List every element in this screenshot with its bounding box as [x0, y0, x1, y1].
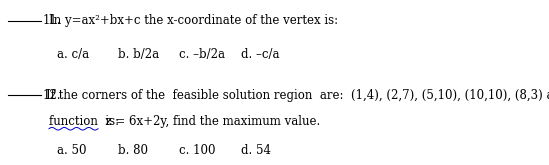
Text: d. –c/a: d. –c/a [241, 48, 279, 61]
Text: In y=ax²+bx+c the x-coordinate of the vertex is:: In y=ax²+bx+c the x-coordinate of the ve… [49, 14, 338, 27]
Text: 12.: 12. [43, 89, 61, 102]
Text: function  is:: function is: [49, 115, 119, 128]
Text: If the corners of the  feasible solution region  are:  (1,4), (2,7), (5,10), (10: If the corners of the feasible solution … [46, 89, 549, 102]
Text: z = 6x+2y, find the maximum value.: z = 6x+2y, find the maximum value. [98, 115, 320, 128]
Text: 11.: 11. [43, 14, 61, 27]
Text: c. –b/2a: c. –b/2a [180, 48, 226, 61]
Text: a. c/a: a. c/a [57, 48, 89, 61]
Text: b. 80: b. 80 [118, 144, 148, 157]
Text: b. b/2a: b. b/2a [118, 48, 159, 61]
Text: d. 54: d. 54 [241, 144, 271, 157]
Text: c. 100: c. 100 [180, 144, 216, 157]
Text: a. 50: a. 50 [57, 144, 86, 157]
